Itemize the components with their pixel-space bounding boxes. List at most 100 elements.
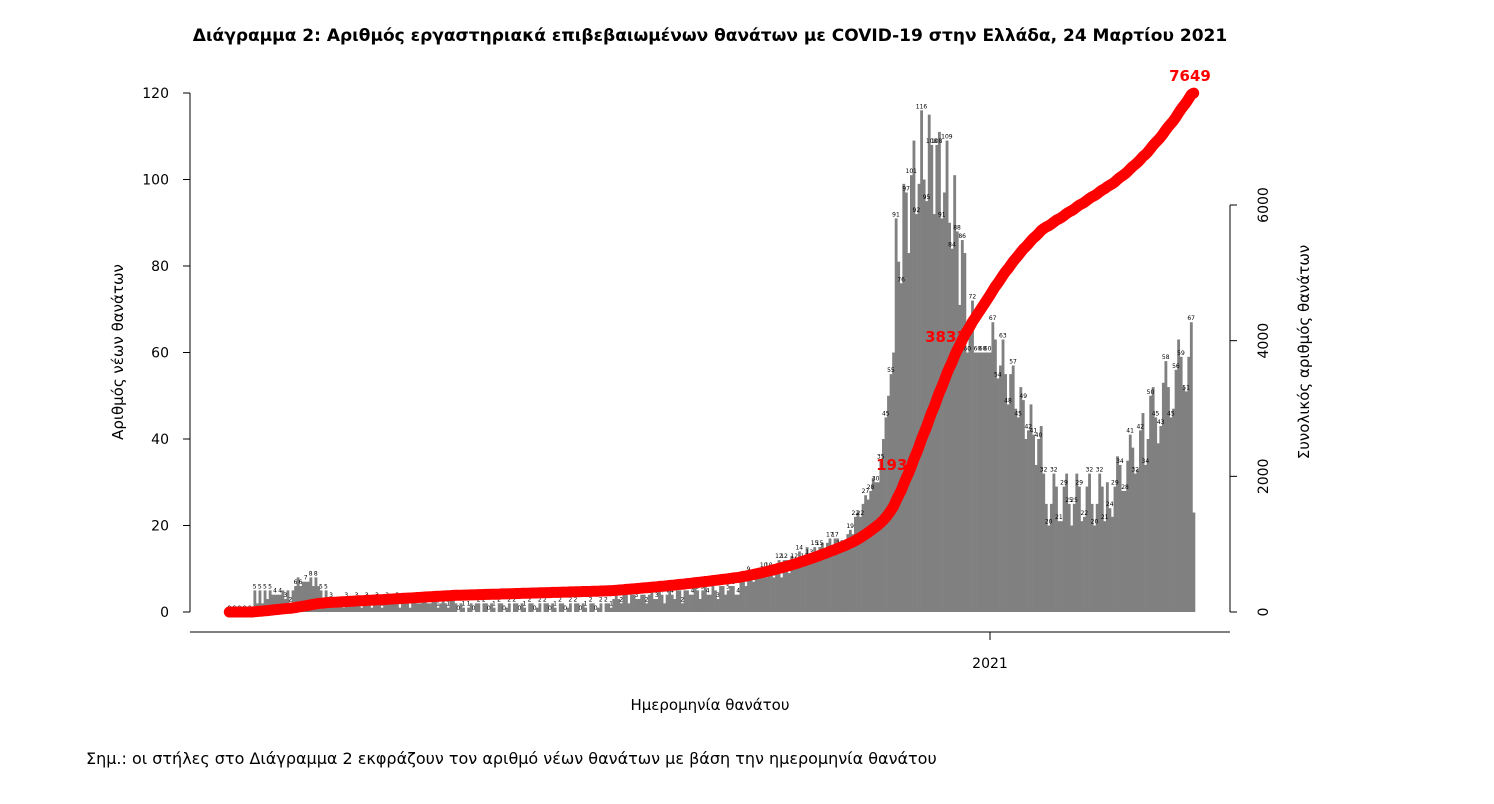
bar bbox=[459, 603, 463, 612]
bar-value-label: 0 bbox=[487, 605, 491, 612]
bar bbox=[1131, 447, 1135, 612]
bar-value-label: 41 bbox=[1030, 428, 1038, 435]
bar bbox=[688, 594, 692, 612]
bar bbox=[535, 607, 539, 612]
bar-value-label: 48 bbox=[1004, 397, 1012, 404]
bar bbox=[1083, 516, 1086, 612]
bar bbox=[1001, 339, 1005, 612]
bar-value-label: 2 bbox=[558, 596, 562, 603]
bar-value-label: 1 bbox=[553, 601, 557, 608]
bar bbox=[996, 378, 1000, 612]
bar bbox=[953, 175, 957, 612]
bar bbox=[864, 495, 868, 612]
bar bbox=[558, 603, 562, 612]
bar bbox=[828, 538, 832, 612]
bar bbox=[894, 218, 898, 612]
bar bbox=[1009, 374, 1013, 613]
bar-value-label: 0 bbox=[517, 605, 521, 612]
bar bbox=[604, 603, 608, 612]
bar bbox=[716, 599, 720, 612]
bar bbox=[958, 304, 962, 612]
bar bbox=[1179, 356, 1183, 612]
bar bbox=[973, 352, 977, 612]
bar bbox=[1029, 404, 1033, 612]
bar bbox=[1149, 395, 1153, 612]
y-tick-label: 0 bbox=[160, 605, 169, 621]
bar-value-label: 72 bbox=[969, 294, 977, 301]
bar bbox=[253, 590, 257, 613]
bar bbox=[731, 586, 735, 612]
bar bbox=[380, 607, 384, 612]
bar bbox=[815, 555, 819, 612]
bar bbox=[416, 603, 420, 612]
bar bbox=[1088, 473, 1091, 612]
bar bbox=[686, 590, 689, 613]
bar-value-label: 0 bbox=[456, 605, 460, 612]
bar-value-label: 5 bbox=[268, 583, 272, 590]
bar-value-label: 49 bbox=[1019, 393, 1027, 400]
bar bbox=[887, 395, 890, 612]
bar-value-label: 54 bbox=[994, 371, 1002, 378]
bar bbox=[917, 183, 921, 612]
bar bbox=[1006, 404, 1010, 612]
bar bbox=[678, 590, 682, 613]
bar-value-label: 27 bbox=[862, 488, 870, 495]
bar bbox=[935, 144, 939, 612]
bar-value-label: 32 bbox=[1096, 467, 1104, 474]
y-right-tick-label: 2000 bbox=[1256, 459, 1272, 495]
bar-value-label: 1 bbox=[436, 601, 440, 608]
bar bbox=[843, 547, 847, 613]
cumulative-value-label: 7649 bbox=[1169, 67, 1211, 85]
bar bbox=[742, 577, 745, 612]
bar bbox=[965, 352, 969, 612]
bar bbox=[792, 560, 796, 612]
bar bbox=[803, 560, 806, 612]
bar bbox=[332, 607, 336, 612]
bar-value-label: 30 bbox=[872, 475, 880, 482]
bar-value-label: 0 bbox=[563, 605, 567, 612]
bar bbox=[757, 577, 761, 612]
y-axis-right-label: Συνολικός αριθμός θανάτων bbox=[1295, 245, 1313, 460]
bar bbox=[362, 603, 366, 612]
bar bbox=[1057, 521, 1061, 612]
bar bbox=[482, 603, 486, 612]
bar bbox=[927, 114, 931, 613]
bar bbox=[948, 222, 951, 612]
bar bbox=[454, 603, 458, 612]
bar bbox=[1123, 490, 1127, 612]
bar bbox=[1070, 525, 1074, 612]
bar bbox=[915, 214, 918, 612]
bar bbox=[826, 542, 829, 612]
bar bbox=[546, 603, 549, 612]
bar bbox=[469, 603, 473, 612]
bar-value-label: 59 bbox=[1177, 350, 1185, 357]
bar bbox=[937, 131, 941, 613]
bar bbox=[278, 594, 282, 612]
bar bbox=[909, 175, 913, 612]
bar bbox=[701, 590, 705, 613]
bar-value-label: 45 bbox=[1014, 410, 1022, 417]
bar bbox=[304, 581, 308, 612]
bar-value-label: 40 bbox=[1035, 432, 1043, 439]
bar-value-label: 32 bbox=[1131, 467, 1139, 474]
bar bbox=[637, 599, 641, 612]
bar-value-label: 91 bbox=[938, 211, 946, 218]
y-right-tick-label: 0 bbox=[1256, 608, 1272, 617]
bar-value-label: 92 bbox=[913, 207, 921, 214]
bar bbox=[703, 586, 707, 612]
bar bbox=[383, 599, 387, 612]
bar bbox=[848, 529, 852, 612]
bar bbox=[647, 594, 651, 612]
bar bbox=[665, 594, 669, 612]
bar bbox=[683, 590, 687, 613]
bar-value-label: 2 bbox=[604, 596, 608, 603]
bar bbox=[301, 581, 305, 612]
bar bbox=[1100, 486, 1104, 612]
bar bbox=[538, 603, 542, 612]
bar bbox=[314, 577, 318, 612]
bar-value-label: 25 bbox=[1070, 497, 1078, 504]
bar-value-label: 2 bbox=[507, 596, 511, 603]
bar bbox=[500, 603, 504, 612]
bar bbox=[599, 603, 603, 612]
